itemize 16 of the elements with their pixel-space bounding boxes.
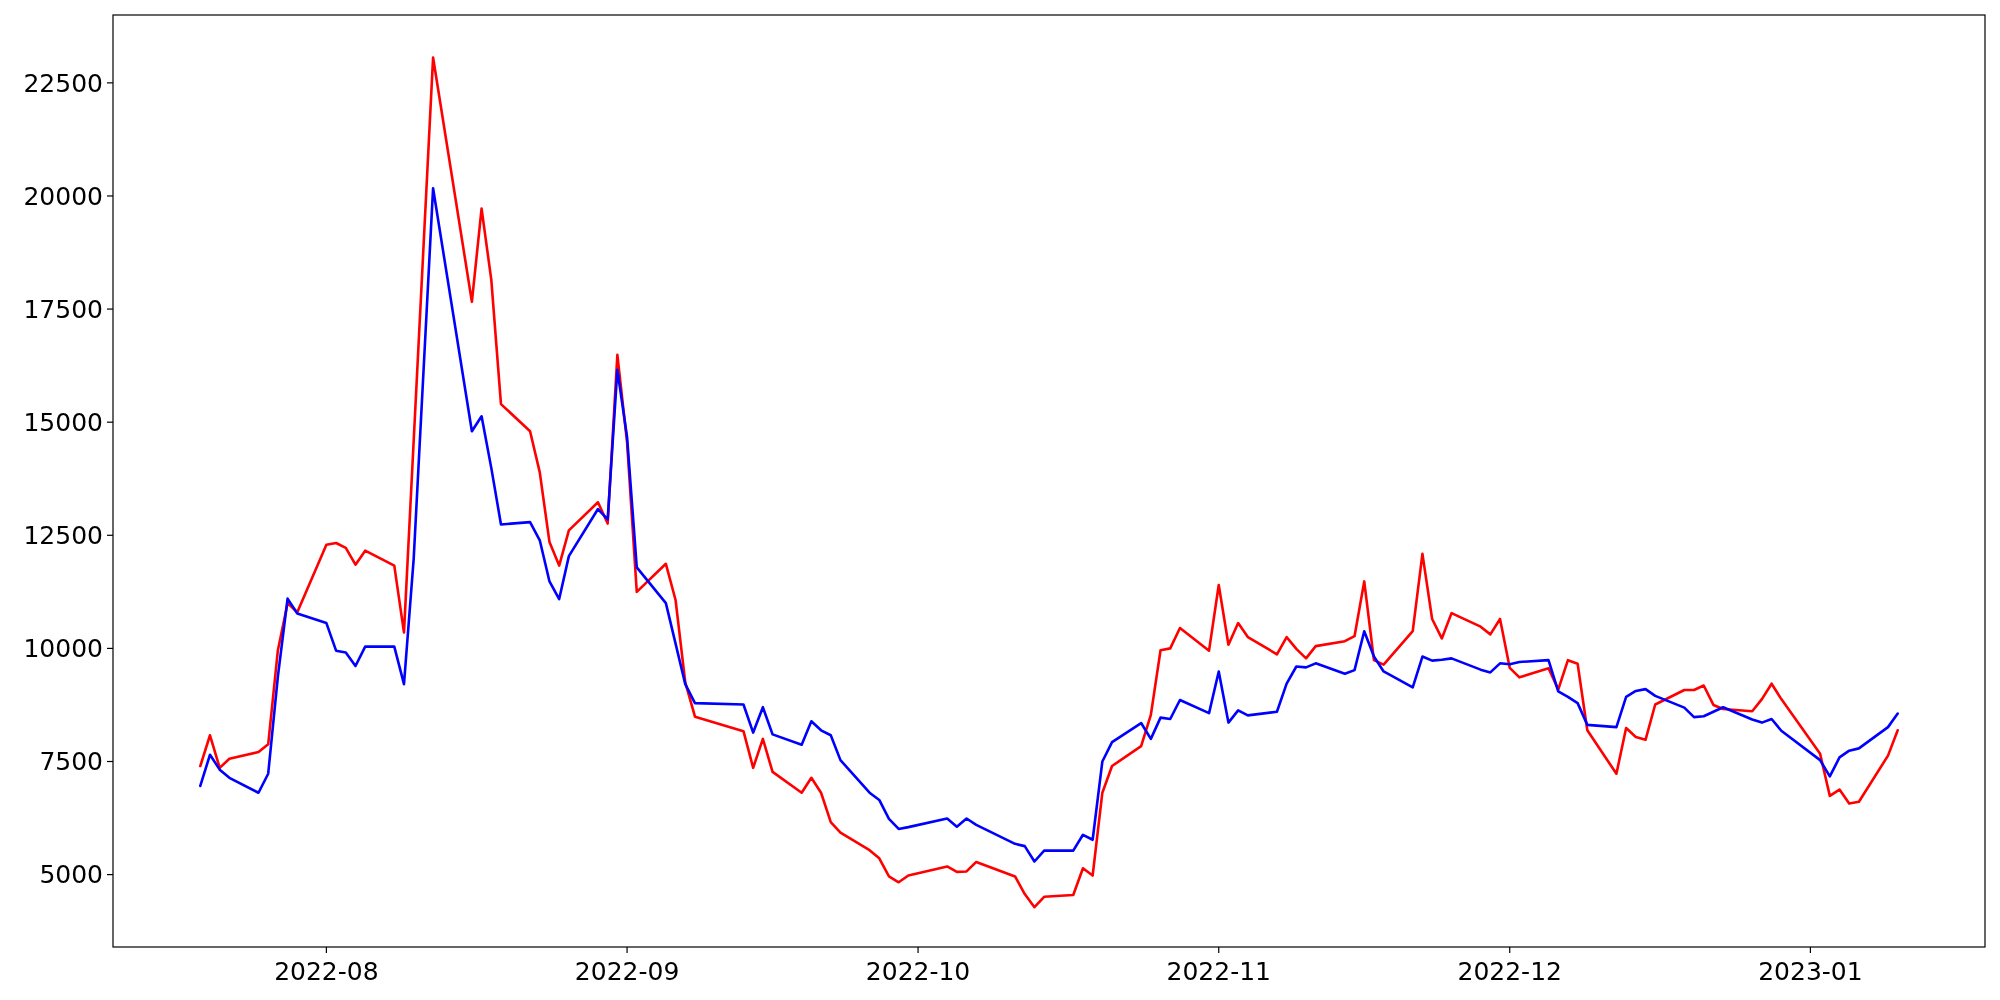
line-series [199, 186, 1900, 863]
x-tick-label: 2022-08 [274, 957, 379, 986]
y-tick-label: 20000 [23, 181, 103, 211]
line-series [199, 56, 1900, 909]
y-tick-label: 7500 [39, 747, 103, 777]
y-tick-label: 12500 [23, 521, 103, 551]
x-tick-label: 2022-09 [574, 957, 680, 986]
y-tick-label: 15000 [23, 407, 103, 437]
x-tick-label: 2022-11 [1166, 957, 1271, 986]
y-tick-label: 10000 [23, 634, 103, 664]
y-tick-label: 5000 [39, 860, 103, 890]
y-tick-label: 17500 [23, 294, 103, 324]
x-tick-label: 2022-10 [865, 957, 971, 986]
x-tick-label: 2022-12 [1457, 957, 1562, 986]
y-tick-label: 22500 [23, 68, 103, 98]
x-tick-label: 2023-01 [1758, 957, 1863, 986]
